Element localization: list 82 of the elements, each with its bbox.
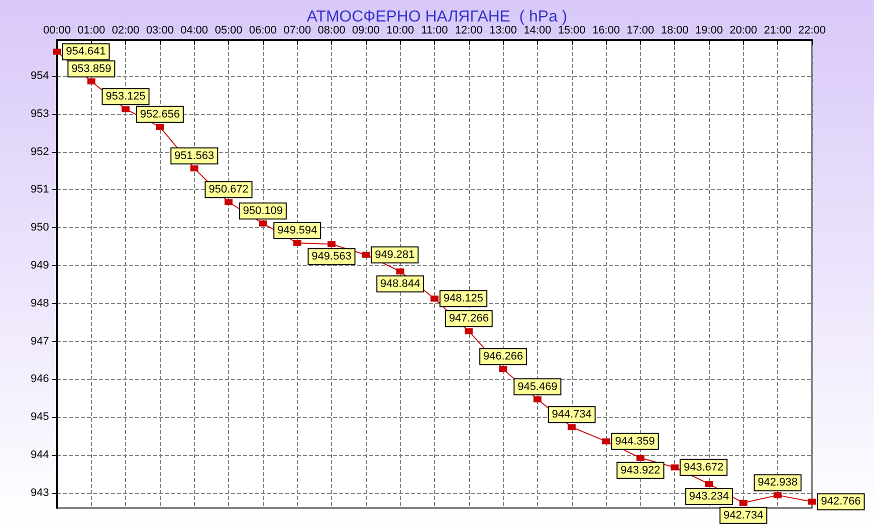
point bbox=[362, 252, 370, 258]
x-tick-label: 07:00 bbox=[283, 24, 311, 36]
y-tick-label: 949 bbox=[30, 259, 49, 272]
y-tick-label: 945 bbox=[30, 411, 49, 424]
point bbox=[499, 366, 508, 372]
point bbox=[190, 165, 198, 172]
x-tick-label: 02:00 bbox=[112, 24, 140, 36]
point bbox=[258, 220, 267, 226]
point bbox=[636, 454, 644, 461]
x-tick-label: 19:00 bbox=[695, 24, 723, 36]
x-tick-label: 09:00 bbox=[352, 24, 380, 36]
point bbox=[739, 500, 748, 506]
data-label: 953.125 bbox=[106, 90, 146, 103]
x-tick-label: 04:00 bbox=[180, 24, 208, 36]
x-tick-label: 06:00 bbox=[249, 24, 277, 36]
data-label: 949.281 bbox=[374, 248, 415, 261]
point bbox=[464, 328, 473, 334]
point bbox=[808, 498, 816, 505]
y-tick-label: 950 bbox=[30, 222, 49, 234]
data-label: 942.938 bbox=[758, 476, 798, 489]
data-label: 951.563 bbox=[174, 150, 214, 162]
y-tick-label: 953 bbox=[30, 108, 49, 120]
x-tick-label: 12:00 bbox=[455, 24, 483, 36]
chart-title: АТМОСФЕРНО НАЛЯГАНЕ ( hPa ) bbox=[306, 8, 568, 26]
x-tick-label: 00:00 bbox=[43, 24, 71, 36]
point bbox=[705, 480, 714, 487]
data-label: 942.766 bbox=[821, 496, 861, 508]
x-tick-label: 08:00 bbox=[318, 24, 346, 36]
x-tick-label: 11:00 bbox=[421, 24, 448, 36]
y-tick-label: 947 bbox=[30, 335, 49, 348]
data-label: 948.125 bbox=[444, 292, 484, 305]
x-tick-label: 05:00 bbox=[214, 24, 242, 36]
y-tick-label: 951 bbox=[30, 184, 49, 196]
x-tick-label: 22:00 bbox=[798, 24, 826, 36]
point bbox=[87, 78, 96, 84]
point bbox=[602, 438, 610, 444]
point bbox=[122, 106, 130, 112]
data-label: 943.922 bbox=[620, 464, 660, 476]
point bbox=[568, 424, 576, 430]
data-label: 944.359 bbox=[615, 435, 655, 448]
data-label: 943.672 bbox=[684, 461, 724, 474]
x-tick-label: 17:00 bbox=[626, 24, 654, 36]
x-tick-label: 15:00 bbox=[558, 24, 586, 36]
point bbox=[774, 492, 782, 498]
data-label: 952.656 bbox=[140, 108, 180, 120]
x-tick-label: 01:00 bbox=[78, 24, 106, 36]
y-tick-label: 948 bbox=[30, 297, 49, 310]
data-label: 949.563 bbox=[312, 250, 352, 263]
point bbox=[156, 124, 164, 130]
point bbox=[533, 396, 542, 402]
data-label: 950.672 bbox=[208, 184, 248, 196]
data-label: 942.734 bbox=[723, 509, 764, 522]
point bbox=[430, 296, 438, 302]
x-tick-label: 14:00 bbox=[524, 24, 552, 36]
y-tick-label: 944 bbox=[30, 448, 49, 461]
data-label: 947.266 bbox=[448, 312, 489, 325]
point bbox=[293, 240, 302, 246]
point bbox=[224, 199, 233, 206]
data-label: 946.266 bbox=[483, 350, 524, 363]
point bbox=[328, 241, 336, 248]
point bbox=[53, 48, 61, 55]
data-label: 943.234 bbox=[689, 490, 729, 502]
data-label: 953.859 bbox=[71, 62, 112, 75]
y-tick-label: 954 bbox=[30, 70, 49, 82]
x-tick-label: 10:00 bbox=[386, 24, 414, 36]
point bbox=[670, 464, 679, 470]
data-label: 945.469 bbox=[518, 380, 558, 393]
data-label: 954.641 bbox=[66, 46, 106, 58]
x-tick-label: 21:00 bbox=[764, 24, 792, 36]
data-label: 948.844 bbox=[380, 278, 420, 290]
x-tick-label: 13:00 bbox=[489, 24, 517, 36]
x-tick-label: 20:00 bbox=[730, 24, 758, 36]
x-tick-label: 03:00 bbox=[146, 24, 174, 36]
y-tick-label: 952 bbox=[30, 146, 49, 158]
x-tick-label: 16:00 bbox=[592, 24, 620, 36]
data-label: 950.109 bbox=[243, 204, 283, 217]
x-tick-label: 18:00 bbox=[660, 24, 688, 36]
y-tick-label: 943 bbox=[30, 486, 49, 499]
data-label: 949.594 bbox=[277, 224, 318, 236]
point bbox=[396, 268, 404, 274]
y-tick-label: 946 bbox=[30, 373, 49, 386]
data-label: 944.734 bbox=[552, 408, 592, 421]
